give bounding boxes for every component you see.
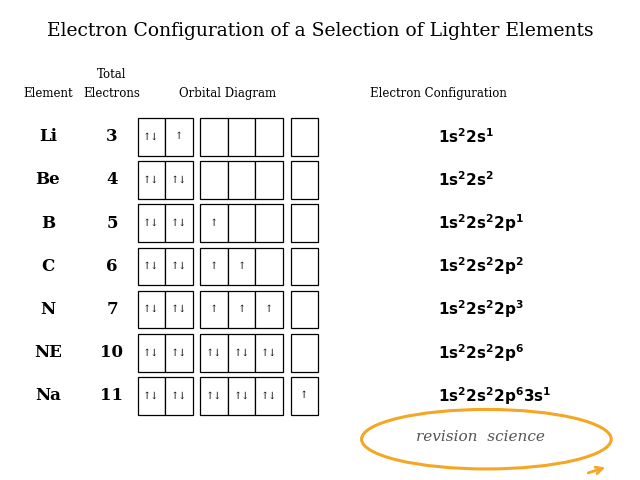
Text: ↑↓: ↑↓: [206, 392, 222, 400]
Text: ↑↓: ↑↓: [261, 392, 277, 400]
Text: ↑↓: ↑↓: [234, 392, 250, 400]
Bar: [291, 248, 318, 285]
Text: C: C: [42, 258, 54, 275]
Bar: [138, 204, 165, 242]
Text: $\mathbf{1s^22s^22p^63s^1}$: $\mathbf{1s^22s^22p^63s^1}$: [438, 385, 552, 407]
Text: ↑: ↑: [300, 392, 308, 400]
Bar: [228, 118, 255, 156]
Bar: [228, 248, 255, 285]
Text: Electron Configuration of a Selection of Lighter Elements: Electron Configuration of a Selection of…: [47, 22, 593, 40]
Bar: [200, 248, 228, 285]
Text: ↑↓: ↑↓: [143, 392, 159, 400]
Bar: [165, 161, 193, 199]
Bar: [255, 118, 283, 156]
Bar: [138, 118, 165, 156]
Bar: [138, 334, 165, 372]
Bar: [291, 161, 318, 199]
Bar: [291, 377, 318, 415]
Text: Electron Configuration: Electron Configuration: [370, 87, 507, 100]
Bar: [291, 118, 318, 156]
Bar: [255, 204, 283, 242]
Bar: [255, 291, 283, 328]
Bar: [228, 291, 255, 328]
Text: Na: Na: [35, 387, 61, 405]
Text: ↑: ↑: [237, 305, 246, 314]
Text: 7: 7: [106, 301, 118, 318]
Text: Li: Li: [39, 128, 57, 145]
Bar: [200, 204, 228, 242]
Text: ↑↓: ↑↓: [234, 348, 250, 357]
Bar: [138, 291, 165, 328]
Bar: [138, 161, 165, 199]
Text: ↑↓: ↑↓: [143, 348, 159, 357]
Text: $\mathbf{1s^22s^22p^3}$: $\mathbf{1s^22s^22p^3}$: [438, 299, 524, 321]
Bar: [255, 248, 283, 285]
Bar: [165, 334, 193, 372]
Text: ↑: ↑: [210, 305, 218, 314]
Bar: [228, 161, 255, 199]
Text: ↑↓: ↑↓: [171, 262, 187, 271]
Text: ↑↓: ↑↓: [171, 219, 187, 228]
Text: revision  science: revision science: [415, 430, 545, 444]
Text: Total: Total: [97, 68, 127, 81]
Text: B: B: [41, 215, 55, 232]
Text: $\mathbf{1s^22s^22p^6}$: $\mathbf{1s^22s^22p^6}$: [438, 342, 524, 364]
Text: NE: NE: [34, 344, 62, 361]
Text: ↑: ↑: [237, 262, 246, 271]
Text: $\mathbf{1s^22s^2}$: $\mathbf{1s^22s^2}$: [438, 171, 495, 189]
Bar: [291, 204, 318, 242]
Bar: [165, 377, 193, 415]
Bar: [228, 204, 255, 242]
Bar: [228, 334, 255, 372]
Bar: [200, 377, 228, 415]
Bar: [165, 248, 193, 285]
Text: ↑: ↑: [175, 132, 183, 141]
Text: Be: Be: [36, 171, 60, 189]
Text: ↑: ↑: [265, 305, 273, 314]
Text: ↑↓: ↑↓: [171, 392, 187, 400]
Bar: [165, 118, 193, 156]
Text: $\mathbf{1s^22s^1}$: $\mathbf{1s^22s^1}$: [438, 128, 495, 146]
Text: 11: 11: [100, 387, 124, 405]
Text: ↑↓: ↑↓: [143, 176, 159, 184]
Bar: [255, 377, 283, 415]
Bar: [200, 118, 228, 156]
Bar: [200, 161, 228, 199]
Text: Orbital Diagram: Orbital Diagram: [179, 87, 276, 100]
Text: ↑↓: ↑↓: [206, 348, 222, 357]
Text: 6: 6: [106, 258, 118, 275]
Text: ↑↓: ↑↓: [143, 219, 159, 228]
Text: 4: 4: [106, 171, 118, 189]
Bar: [200, 291, 228, 328]
Text: 3: 3: [106, 128, 118, 145]
Bar: [200, 334, 228, 372]
Text: ↑↓: ↑↓: [143, 262, 159, 271]
Bar: [165, 291, 193, 328]
Text: Electrons: Electrons: [84, 87, 140, 100]
Ellipse shape: [362, 409, 611, 469]
Bar: [165, 204, 193, 242]
Text: 5: 5: [106, 215, 118, 232]
Text: Element: Element: [23, 87, 73, 100]
Bar: [291, 291, 318, 328]
Text: ↑: ↑: [210, 219, 218, 228]
Text: $\mathbf{1s^22s^22p^1}$: $\mathbf{1s^22s^22p^1}$: [438, 212, 524, 234]
Text: ↑↓: ↑↓: [261, 348, 277, 357]
Bar: [138, 248, 165, 285]
Text: 10: 10: [100, 344, 124, 361]
Text: N: N: [40, 301, 56, 318]
Bar: [255, 334, 283, 372]
Bar: [255, 161, 283, 199]
Text: ↑↓: ↑↓: [171, 305, 187, 314]
Text: $\mathbf{1s^22s^22p^2}$: $\mathbf{1s^22s^22p^2}$: [438, 255, 524, 277]
Bar: [291, 334, 318, 372]
Text: ↑↓: ↑↓: [171, 348, 187, 357]
Text: ↑↓: ↑↓: [143, 305, 159, 314]
Text: ↑: ↑: [210, 262, 218, 271]
Text: ↑↓: ↑↓: [143, 132, 159, 141]
Bar: [138, 377, 165, 415]
Text: ↑↓: ↑↓: [171, 176, 187, 184]
Bar: [228, 377, 255, 415]
